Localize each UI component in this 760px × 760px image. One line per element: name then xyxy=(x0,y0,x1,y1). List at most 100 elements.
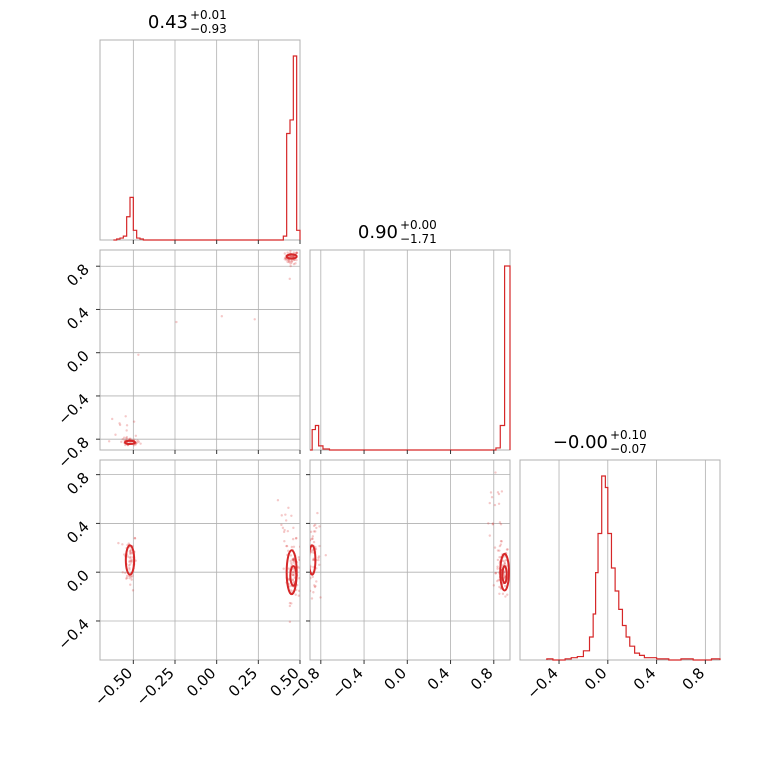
sample-point xyxy=(491,522,495,525)
sample-point xyxy=(291,571,294,574)
sample-point xyxy=(125,577,128,580)
y-tick-label: −0.4 xyxy=(54,615,92,653)
sample-point xyxy=(318,525,321,528)
sample-point xyxy=(493,546,497,549)
sample-point xyxy=(501,592,505,596)
sample-point xyxy=(488,501,491,505)
hist-panel-0 xyxy=(99,39,301,244)
sample-point xyxy=(324,553,327,557)
sample-point xyxy=(503,561,506,565)
sample-point xyxy=(285,544,289,548)
x-tick-label: −0.25 xyxy=(133,664,178,709)
sample-point xyxy=(494,571,497,575)
sample-point xyxy=(307,576,309,578)
sample-point xyxy=(128,550,132,553)
sample-point xyxy=(289,554,293,557)
sample-point xyxy=(294,537,298,540)
y-tick-label: −0.8 xyxy=(54,433,92,471)
sample-point xyxy=(299,577,300,579)
sample-point xyxy=(498,585,501,589)
sample-point xyxy=(134,434,138,437)
y-tick-label: 0.0 xyxy=(63,347,93,377)
sample-point xyxy=(289,255,292,258)
sample-point xyxy=(310,548,314,552)
sample-point xyxy=(314,523,317,527)
sample-point xyxy=(497,578,500,582)
sample-point xyxy=(310,530,313,533)
sample-point xyxy=(290,602,293,605)
sample-point xyxy=(487,522,490,525)
sample-point xyxy=(498,549,501,552)
sample-point xyxy=(315,580,318,583)
sample-point xyxy=(128,556,132,559)
sample-point xyxy=(299,559,300,562)
sample-point xyxy=(129,559,133,563)
sample-point xyxy=(496,579,499,583)
sample-point xyxy=(124,571,127,575)
sample-point xyxy=(282,567,285,570)
sample-point xyxy=(130,578,133,581)
sample-point xyxy=(312,557,315,560)
sample-point xyxy=(125,429,128,432)
sample-point xyxy=(307,560,309,562)
title-plus: +0.10 xyxy=(610,428,647,442)
panel-title: 0.90 +0.00−1.71 xyxy=(358,218,437,246)
sample-point xyxy=(139,442,142,445)
sample-point xyxy=(276,499,280,502)
sample-point xyxy=(286,260,289,264)
sample-point xyxy=(503,584,507,588)
sample-point xyxy=(118,422,121,425)
sample-point xyxy=(310,538,312,541)
sample-point xyxy=(128,437,131,441)
sample-point xyxy=(310,565,312,568)
sample-point xyxy=(122,436,126,439)
x-tick-label: 0.00 xyxy=(183,664,219,700)
sample-point xyxy=(125,437,128,440)
scatter-panel-2-1: −0.8 −0.4 0.0 0.4 0.8 xyxy=(285,459,511,703)
sample-point xyxy=(494,471,497,474)
sample-point xyxy=(315,526,318,530)
sample-point xyxy=(110,417,114,421)
sample-point xyxy=(129,551,132,555)
sample-point xyxy=(319,596,322,599)
sample-point xyxy=(283,540,286,543)
sample-point xyxy=(488,534,492,537)
sample-point xyxy=(298,545,300,548)
sample-point xyxy=(285,258,288,262)
sample-point xyxy=(291,255,295,258)
scatter-panel-frame xyxy=(309,459,511,661)
hist-panel-frame xyxy=(309,249,511,451)
sample-point xyxy=(312,591,315,594)
sample-point xyxy=(253,318,256,321)
sample-point xyxy=(301,575,303,577)
y-tick-label: −0.4 xyxy=(54,390,92,428)
sample-point xyxy=(317,555,321,558)
sample-point xyxy=(291,259,294,262)
sample-point xyxy=(107,440,111,443)
sample-point xyxy=(311,558,315,562)
sample-point xyxy=(287,259,290,262)
sample-point xyxy=(292,570,295,574)
sample-point xyxy=(290,260,293,263)
sample-point xyxy=(313,584,316,587)
sample-point xyxy=(310,597,314,600)
title-minus: −1.71 xyxy=(400,232,437,246)
y-tick-label: 0.8 xyxy=(63,260,93,290)
sample-point xyxy=(290,261,293,264)
density-contour xyxy=(501,565,508,585)
sample-point xyxy=(131,574,134,578)
y-tick-label: 0.4 xyxy=(63,304,93,334)
sample-point xyxy=(500,540,503,543)
sample-point xyxy=(316,511,319,515)
density-contour xyxy=(124,439,136,446)
sample-point xyxy=(310,550,313,553)
sample-point xyxy=(503,560,506,563)
sample-point xyxy=(497,502,501,505)
sample-point xyxy=(292,557,295,560)
sample-point xyxy=(292,558,295,561)
sample-point xyxy=(128,439,131,442)
sample-point xyxy=(136,439,139,442)
sample-point xyxy=(291,579,295,582)
sample-point xyxy=(121,571,124,574)
sample-point xyxy=(307,563,309,565)
